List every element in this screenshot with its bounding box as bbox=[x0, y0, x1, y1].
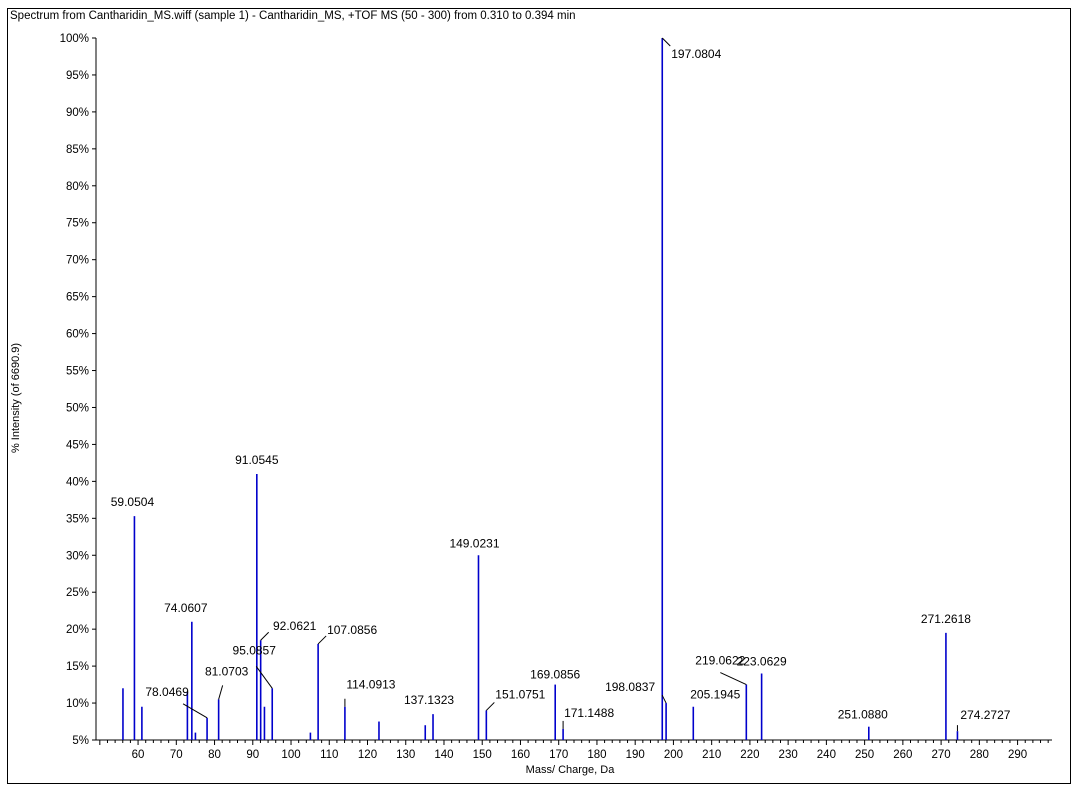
peak-label: 92.0621 bbox=[273, 619, 317, 633]
peak-label: 81.0703 bbox=[205, 664, 249, 678]
y-tick-label: 90% bbox=[66, 107, 89, 119]
x-tick-label: 180 bbox=[587, 749, 606, 761]
peak-label: 274.2727 bbox=[960, 708, 1010, 722]
peak-label: 149.0231 bbox=[449, 536, 499, 550]
y-tick-label: 30% bbox=[66, 550, 89, 562]
peak-label: 251.0880 bbox=[838, 708, 888, 722]
x-tick-label: 60 bbox=[132, 749, 145, 761]
peak-label: 91.0545 bbox=[235, 453, 279, 467]
peak-label: 197.0804 bbox=[671, 47, 721, 61]
peak-label: 205.1945 bbox=[690, 688, 740, 702]
peak-leader-line bbox=[260, 631, 270, 641]
peak-label: 271.2618 bbox=[921, 612, 971, 626]
peak-label: 171.1488 bbox=[564, 706, 614, 720]
y-tick-label: 55% bbox=[66, 366, 89, 378]
peak-label: 151.0751 bbox=[495, 687, 545, 701]
y-tick-label: 95% bbox=[66, 70, 89, 82]
x-tick-label: 250 bbox=[855, 749, 874, 761]
y-tick-label: 65% bbox=[66, 292, 89, 304]
y-tick-label: 35% bbox=[66, 513, 89, 525]
x-tick-label: 70 bbox=[170, 749, 183, 761]
peak-label: 219.0622 bbox=[695, 654, 745, 668]
x-tick-label: 130 bbox=[396, 749, 415, 761]
peak-label: 198.0837 bbox=[605, 680, 655, 694]
y-tick-label: 25% bbox=[66, 587, 89, 599]
x-tick-label: 190 bbox=[626, 749, 645, 761]
y-tick-label: 10% bbox=[66, 698, 89, 710]
peak-label: 223.0629 bbox=[737, 654, 787, 668]
y-tick-label: 100% bbox=[60, 33, 89, 45]
x-tick-label: 270 bbox=[932, 749, 951, 761]
x-tick-label: 240 bbox=[817, 749, 836, 761]
peak-label: 114.0913 bbox=[346, 678, 395, 692]
peak-label: 95.0857 bbox=[233, 643, 277, 657]
y-tick-label: 5% bbox=[72, 735, 89, 747]
x-tick-label: 150 bbox=[473, 749, 492, 761]
y-tick-label: 40% bbox=[66, 476, 89, 488]
peak-leader-line bbox=[317, 635, 327, 645]
peak-label: 78.0469 bbox=[145, 685, 189, 699]
peak-leader-line bbox=[720, 672, 747, 686]
peak-label: 74.0607 bbox=[164, 601, 208, 615]
y-tick-label: 70% bbox=[66, 255, 89, 267]
chart-frame bbox=[7, 8, 1071, 784]
y-tick-label: 75% bbox=[66, 218, 89, 230]
x-tick-label: 160 bbox=[511, 749, 530, 761]
y-tick-label: 45% bbox=[66, 439, 89, 451]
peak-leader-line bbox=[182, 703, 208, 719]
x-tick-label: 260 bbox=[893, 749, 912, 761]
x-tick-label: 110 bbox=[320, 749, 338, 761]
peak-leader-line bbox=[218, 685, 224, 700]
x-tick-label: 200 bbox=[664, 749, 683, 761]
x-tick-label: 210 bbox=[702, 749, 721, 761]
y-tick-label: 20% bbox=[66, 624, 89, 636]
x-tick-label: 230 bbox=[779, 749, 798, 761]
y-tick-label: 80% bbox=[66, 181, 89, 193]
x-tick-label: 170 bbox=[549, 749, 568, 761]
chart-title: Spectrum from Cantharidin_MS.wiff (sampl… bbox=[10, 10, 576, 22]
y-tick-label: 85% bbox=[66, 144, 89, 156]
peak-leader-line bbox=[661, 37, 671, 47]
x-tick-label: 80 bbox=[208, 749, 221, 761]
peak-label: 107.0856 bbox=[327, 623, 377, 637]
peak-label: 137.1323 bbox=[404, 693, 454, 707]
x-tick-label: 140 bbox=[434, 749, 453, 761]
x-tick-label: 280 bbox=[970, 749, 989, 761]
y-tick-label: 15% bbox=[66, 661, 89, 673]
x-tick-label: 290 bbox=[1008, 749, 1027, 761]
y-tick-label: 50% bbox=[66, 402, 89, 414]
x-tick-label: 100 bbox=[281, 749, 300, 761]
x-tick-label: 90 bbox=[246, 749, 259, 761]
x-axis-label: Mass/ Charge, Da bbox=[525, 764, 615, 776]
x-tick-label: 220 bbox=[740, 749, 759, 761]
y-tick-label: 60% bbox=[66, 329, 89, 341]
peak-label: 169.0856 bbox=[530, 668, 580, 682]
peak-leader-line bbox=[661, 694, 667, 704]
x-tick-label: 120 bbox=[358, 749, 377, 761]
peak-leader-line bbox=[485, 702, 495, 711]
peak-leader-line bbox=[255, 665, 273, 689]
peak-label: 59.0504 bbox=[111, 495, 155, 509]
